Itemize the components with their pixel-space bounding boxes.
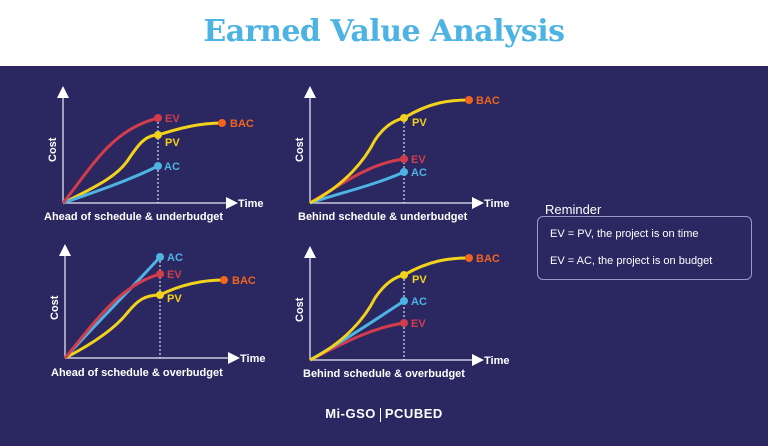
pv-point <box>156 291 164 299</box>
bac-point <box>218 119 226 127</box>
reminder-line-schedule: EV = PV, the project is on time <box>550 228 699 240</box>
pv-point <box>400 271 408 279</box>
chart-behind-overbudget: PV AC EV BAC Cost Time Behind schedule &… <box>294 246 509 380</box>
chart-caption: Behind schedule & underbudget <box>298 211 468 223</box>
x-axis-label: Time <box>240 353 265 365</box>
y-axis-label: Cost <box>294 137 306 162</box>
reminder-title: Reminder <box>545 202 602 217</box>
pv-point <box>154 131 162 139</box>
brand-left: Mi-GSO <box>325 406 376 421</box>
ev-point <box>156 270 164 278</box>
ac-label: AC <box>164 161 180 173</box>
footer-logo: Mi-GSO PCUBED <box>0 406 768 422</box>
ac-curve <box>62 164 159 205</box>
reminder-line-budget: EV = AC, the project is on budget <box>550 255 713 267</box>
ev-label: EV <box>411 318 426 330</box>
ac-point <box>400 168 408 176</box>
chart-ahead-overbudget: AC EV PV BAC Cost Time Ahead of schedule… <box>49 244 265 379</box>
pv-curve <box>309 256 470 362</box>
chart-caption: Behind schedule & overbudget <box>303 368 465 380</box>
brand-divider <box>379 407 381 422</box>
pv-label: PV <box>165 137 180 149</box>
y-axis-label: Cost <box>49 295 61 320</box>
ev-curve <box>61 116 159 204</box>
ev-point <box>400 319 408 327</box>
pv-label: PV <box>412 274 427 286</box>
x-axis-label: Time <box>484 198 509 210</box>
pv-point <box>400 114 408 122</box>
x-axis-label: Time <box>484 355 509 367</box>
ev-label: EV <box>165 113 180 125</box>
reminder-box: EV = PV, the project is on time EV = AC,… <box>537 216 752 280</box>
ac-point <box>156 253 164 261</box>
pv-curve <box>309 98 470 205</box>
page-title: Earned Value Analysis <box>203 14 565 49</box>
chart-caption: Ahead of schedule & underbudget <box>44 211 223 223</box>
ac-curve <box>309 170 405 205</box>
ac-point <box>154 162 162 170</box>
ac-point <box>400 297 408 305</box>
x-axis-label: Time <box>238 198 263 210</box>
brand-right: PCUBED <box>384 406 443 421</box>
ac-label: AC <box>167 252 183 264</box>
ev-point <box>400 155 408 163</box>
bac-point <box>465 96 473 104</box>
bac-point <box>465 254 473 262</box>
ev-label: EV <box>167 269 182 281</box>
bac-label: BAC <box>476 253 500 265</box>
y-axis-label: Cost <box>47 137 59 162</box>
bac-label: BAC <box>232 275 256 287</box>
ev-point <box>154 114 162 122</box>
chart-caption: Ahead of schedule & overbudget <box>51 367 223 379</box>
ev-label: EV <box>411 154 426 166</box>
pv-label: PV <box>412 117 427 129</box>
bac-point <box>220 276 228 284</box>
ac-label: AC <box>411 167 427 179</box>
header: Earned Value Analysis <box>0 0 768 66</box>
bac-label: BAC <box>230 118 254 130</box>
pv-curve <box>62 121 223 205</box>
chart-ahead-underbudget: EV PV AC BAC Cost Time Ahead of schedule… <box>44 86 263 223</box>
y-axis-label: Cost <box>294 297 306 322</box>
ev-curve <box>63 272 161 359</box>
ev-curve <box>309 321 405 362</box>
chart-behind-underbudget: PV EV AC BAC Cost Time Behind schedule &… <box>294 86 509 223</box>
ac-label: AC <box>411 296 427 308</box>
pv-label: PV <box>167 293 182 305</box>
pv-curve <box>64 278 225 360</box>
bac-label: BAC <box>476 95 500 107</box>
